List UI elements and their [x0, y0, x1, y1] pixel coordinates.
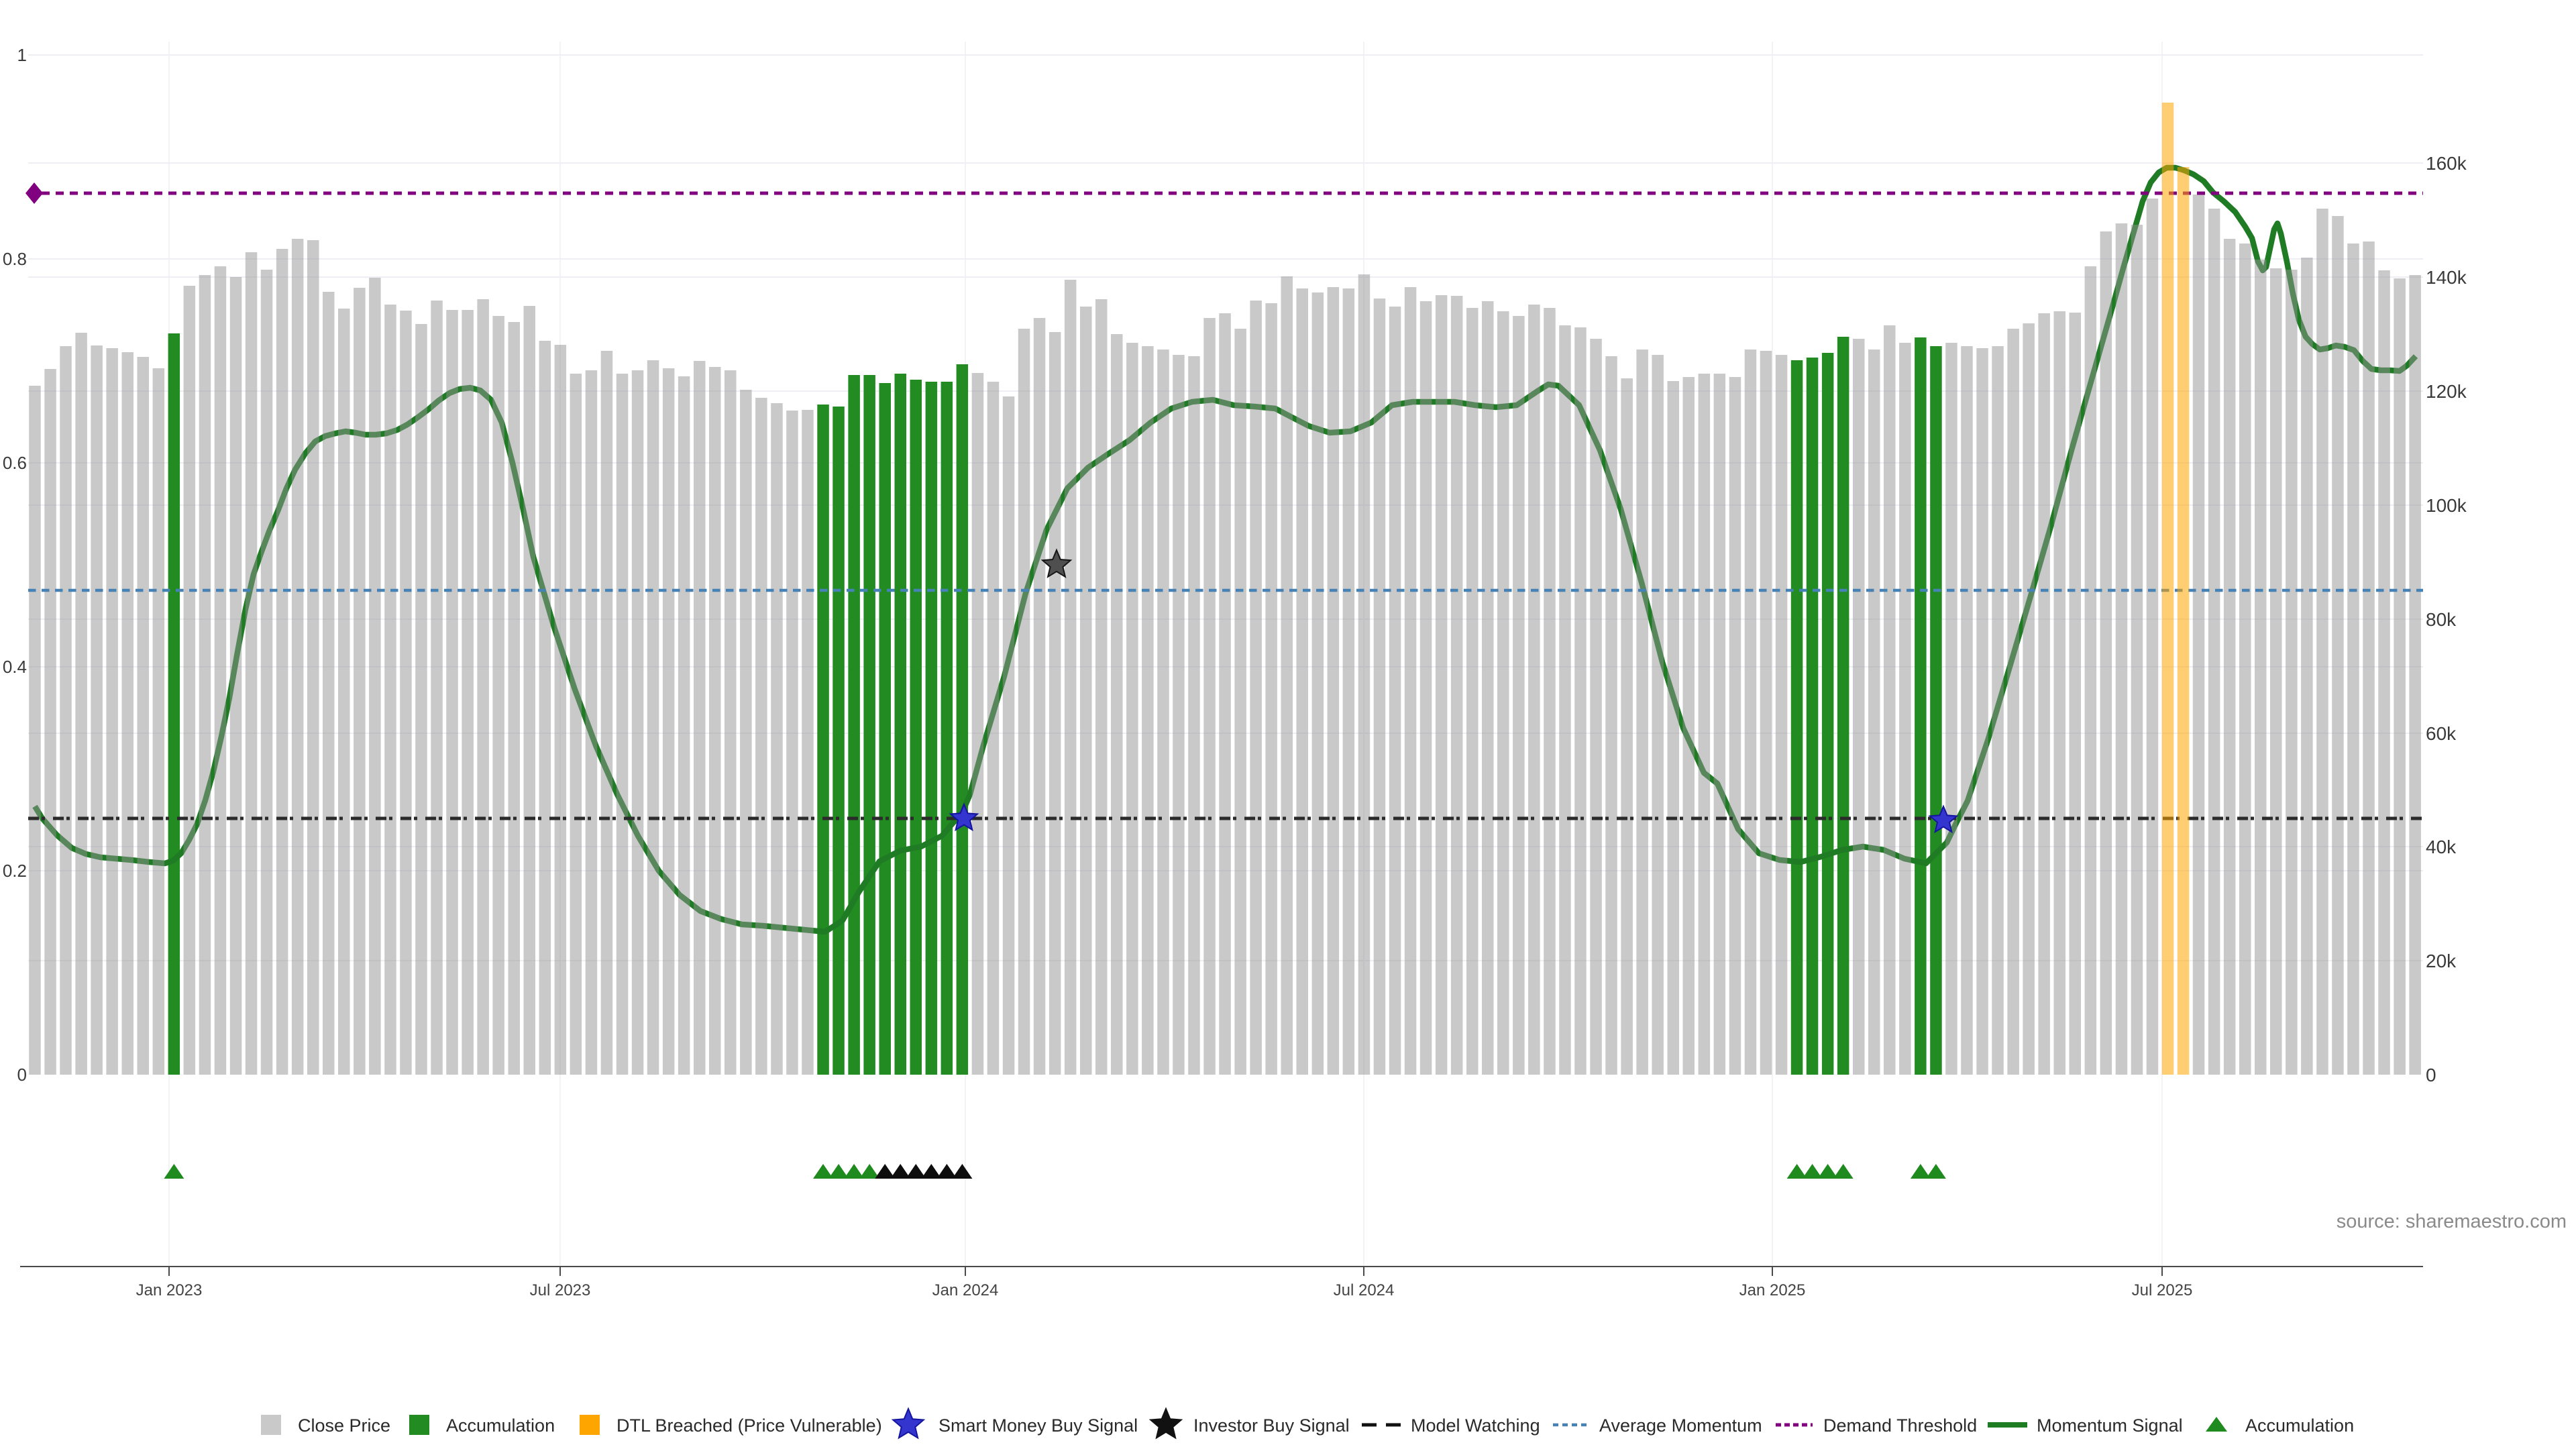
svg-text:Model Watching: Model Watching: [1411, 1415, 1540, 1436]
svg-text:Jan 2023: Jan 2023: [136, 1281, 203, 1299]
svg-text:Accumulation: Accumulation: [446, 1415, 555, 1436]
svg-text:0.2: 0.2: [3, 861, 27, 881]
svg-text:100k: 100k: [2426, 495, 2467, 516]
svg-text:source: sharemaestro.com: source: sharemaestro.com: [2337, 1211, 2567, 1232]
svg-text:Average Momentum: Average Momentum: [1599, 1415, 1762, 1436]
svg-text:Accumulation: Accumulation: [2245, 1415, 2354, 1436]
svg-text:120k: 120k: [2426, 381, 2467, 402]
svg-text:Smart Money Buy Signal: Smart Money Buy Signal: [938, 1415, 1138, 1436]
svg-text:40k: 40k: [2426, 837, 2457, 857]
svg-text:Jul 2024: Jul 2024: [1334, 1281, 1395, 1299]
svg-text:0: 0: [2426, 1065, 2436, 1085]
svg-text:Jan 2025: Jan 2025: [1739, 1281, 1806, 1299]
svg-text:DTL Breached (Price Vulnerable: DTL Breached (Price Vulnerable): [616, 1415, 882, 1436]
svg-text:Close Price: Close Price: [298, 1415, 390, 1436]
svg-text:0: 0: [17, 1065, 27, 1085]
svg-text:1: 1: [17, 45, 27, 65]
svg-text:Investor Buy Signal: Investor Buy Signal: [1193, 1415, 1350, 1436]
svg-text:Demand Threshold: Demand Threshold: [1823, 1415, 1977, 1436]
svg-text:Jul 2025: Jul 2025: [2132, 1281, 2193, 1299]
svg-text:Jul 2023: Jul 2023: [530, 1281, 591, 1299]
svg-text:Jan 2024: Jan 2024: [932, 1281, 999, 1299]
svg-text:160k: 160k: [2426, 153, 2467, 174]
svg-text:0.4: 0.4: [3, 657, 27, 677]
svg-text:Momentum Signal: Momentum Signal: [2037, 1415, 2183, 1436]
svg-text:80k: 80k: [2426, 609, 2457, 630]
svg-text:60k: 60k: [2426, 723, 2457, 744]
svg-text:140k: 140k: [2426, 267, 2467, 288]
svg-text:0.6: 0.6: [3, 453, 27, 473]
svg-text:0.8: 0.8: [3, 249, 27, 269]
svg-text:20k: 20k: [2426, 951, 2457, 971]
